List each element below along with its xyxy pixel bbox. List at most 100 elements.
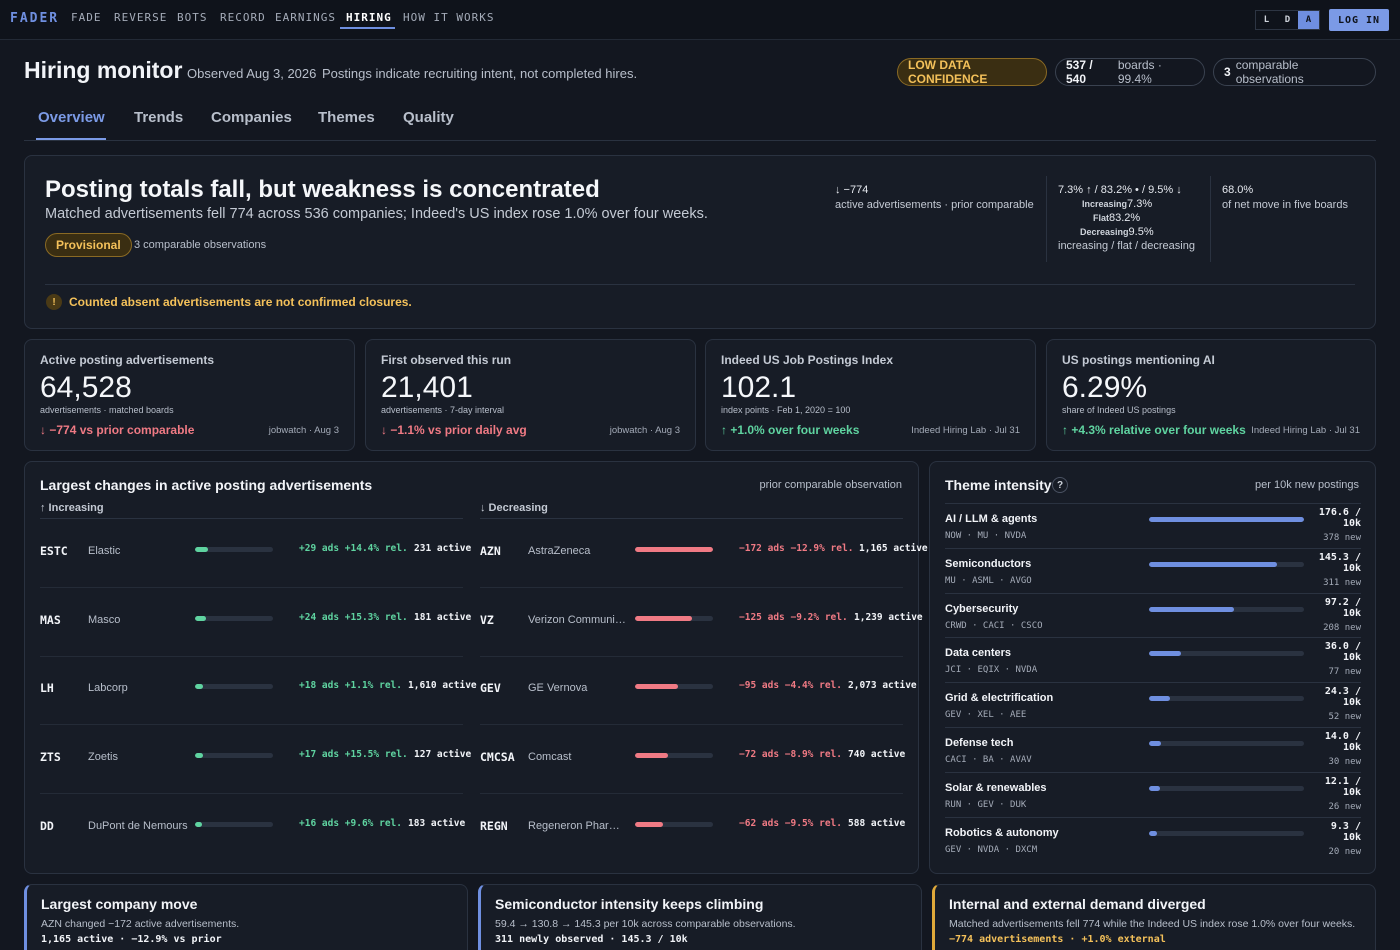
active-count: 1,165 active — [859, 543, 928, 554]
divider — [40, 518, 463, 519]
nav-item-record[interactable]: RECORD — [220, 11, 266, 24]
theme-name: Cybersecurity — [945, 602, 1019, 615]
nav-active-indicator — [340, 27, 395, 29]
theme-intensity-value: 145.3 / 10k — [1318, 551, 1361, 574]
change-delta: +16 ads +9.6% rel. — [299, 818, 402, 829]
increasing-row[interactable]: ZTS Zoetis +17 ads +15.5% rel. 127 active — [40, 725, 471, 795]
boards-label: boards · 99.4% — [1117, 58, 1162, 86]
tab-quality[interactable]: Quality — [403, 109, 454, 126]
decreasing-row[interactable]: VZ Verizon Communications −125 ads −9.2% r… — [480, 588, 923, 657]
theme-new-count: 26 new — [1328, 801, 1361, 812]
theme-name: Defense tech — [945, 737, 1014, 749]
changes-title: Largest changes in active posting advert… — [40, 477, 373, 493]
nav-item-fade[interactable]: FADE — [71, 11, 102, 24]
insight-card-semiconductor[interactable]: Semiconductor intensity keeps climbing 5… — [478, 884, 922, 950]
theme-name: Semiconductors — [945, 557, 1032, 570]
theme-new-count: 20 new — [1328, 846, 1361, 857]
change-bar-track — [635, 547, 713, 552]
observations-badge: 3 comparable observations — [1213, 58, 1376, 86]
increasing-row[interactable]: ESTC Elastic +29 ads +14.4% rel. 231 active — [40, 519, 471, 588]
metric-source: Indeed Hiring Lab · Jul 31 — [911, 425, 1020, 436]
insight-card-demand-divergence[interactable]: Internal and external demand diverged Ma… — [932, 884, 1376, 950]
nav-item-bots[interactable]: BOTS — [177, 11, 208, 24]
direction-split-stat: 7.3% ↑ / 83.2% • / 9.5% ↓ Increasing7.3%… — [1058, 183, 1195, 253]
login-button[interactable]: LOG IN — [1329, 9, 1389, 31]
insight-footer: 311 newly observed · 145.3 / 10k — [495, 934, 688, 945]
brand-logo[interactable]: FADER — [10, 11, 60, 26]
ads-change: −172 ads — [739, 543, 785, 554]
theme-tickers: NOW · MU · NVDA — [945, 531, 1027, 541]
theme-row[interactable]: AI / LLM & agents NOW · MU · NVDA 176.6 / … — [945, 503, 1361, 548]
theme-row[interactable]: Robotics & autonomy GEV · NVDA · DXCM 9.3 … — [945, 816, 1361, 862]
change-delta: +17 ads +15.5% rel. — [299, 749, 408, 760]
theme-tickers: MU · ASML · AVGO — [945, 575, 1032, 586]
theme-row[interactable]: Grid & electrification GEV · XEL · AEE 24.… — [945, 682, 1361, 727]
nav-item-earnings[interactable]: EARNINGS — [275, 11, 336, 24]
theme-intensity-value: 14.0 / 10k — [1324, 731, 1361, 753]
change-delta: −125 ads −9.2% rel. — [739, 612, 848, 623]
insight-title: Internal and external demand diverged — [949, 896, 1206, 912]
theme-row[interactable]: Cybersecurity CRWD · CACI · CSCO 97.2 / 10… — [945, 592, 1361, 638]
metric-source: jobwatch · Aug 3 — [268, 425, 339, 436]
concentration-value: 68.0% — [1222, 184, 1254, 196]
change-bar — [195, 615, 206, 621]
increasing-row[interactable]: LH Labcorp +18 ads +1.1% rel. 1,610 active — [40, 656, 477, 726]
decreasing-row[interactable]: GEV GE Vernova −95 ads −4.4% rel. 2,073 act… — [480, 656, 917, 726]
confidence-badge: LOW DATA CONFIDENCE — [897, 58, 1047, 86]
relative-change: −4.4% rel. — [784, 680, 842, 692]
ticker: MAS — [40, 612, 61, 627]
theme-dark-button[interactable]: D — [1284, 15, 1291, 25]
theme-row[interactable]: Solar & renewables RUN · GEV · DUK 12.1 / … — [945, 771, 1361, 817]
theme-auto-button[interactable]: A — [1298, 11, 1319, 29]
metric-label: First observed this run — [381, 353, 512, 367]
active-count: 1,239 active — [854, 611, 923, 623]
nav-item-reverse[interactable]: REVERSE — [114, 11, 168, 24]
decreasing-row[interactable]: AZN AstraZeneca −172 ads −12.9% rel. 1,165 … — [480, 519, 928, 588]
change-bar — [635, 684, 679, 690]
tab-trends[interactable]: Trends — [134, 109, 184, 126]
change-bar-track — [635, 684, 713, 690]
tab-overview[interactable]: Overview — [38, 109, 105, 126]
theme-bar-track — [1149, 561, 1304, 567]
theme-bar — [1149, 785, 1160, 791]
insight-body: AZN changed −172 active advertisements. — [41, 918, 240, 930]
summary-observations: 3 comparable observations — [134, 239, 267, 251]
change-delta: +24 ads +15.3% rel. — [299, 612, 408, 623]
flat-share: Flat83.2% — [1093, 212, 1141, 224]
nav-item-hiring[interactable]: HIRING — [346, 11, 392, 24]
theme-bar — [1149, 741, 1162, 746]
summary-card: Posting totals fall, but weakness is con… — [24, 155, 1376, 329]
theme-light-button[interactable]: L — [1263, 15, 1270, 25]
theme-tickers: GEV · XEL · AEE — [945, 710, 1027, 721]
theme-row[interactable]: Data centers JCI · EQIX · NVDA 36.0 / 10k 7… — [945, 637, 1361, 682]
theme-toggle: L D A — [1255, 10, 1320, 30]
ads-change: +17 ads — [299, 749, 340, 761]
themes-title: Theme intensity — [945, 477, 1052, 493]
active-count: 183 active — [408, 817, 466, 829]
increasing-share: Increasing7.3% — [1082, 198, 1153, 210]
insight-title: Largest company move — [41, 896, 198, 912]
summary-title: Posting totals fall, but weakness is con… — [45, 176, 600, 203]
metric-unit: index points · Feb 1, 2020 = 100 — [721, 405, 851, 415]
increasing-row[interactable]: MAS Masco +24 ads +15.3% rel. 181 active — [40, 588, 471, 657]
theme-row[interactable]: Semiconductors MU · ASML · AVGO 145.3 / 10… — [945, 547, 1361, 593]
metric-source: Indeed Hiring Lab · Jul 31 — [1251, 425, 1360, 436]
tab-themes[interactable]: Themes — [318, 109, 375, 126]
theme-row[interactable]: Defense tech CACI · BA · AVAV 14.0 / 10k 30… — [945, 727, 1361, 772]
changes-note: prior comparable observation — [759, 479, 902, 491]
active-count: 740 active — [848, 749, 906, 761]
help-icon[interactable]: ? — [1052, 477, 1068, 493]
insight-card-company-move[interactable]: Largest company move AZN changed −172 ac… — [24, 884, 468, 950]
observations-count: 3 — [1224, 65, 1231, 79]
tab-companies[interactable]: Companies — [211, 109, 292, 126]
active-count: 1,610 active — [408, 680, 477, 692]
decreasing-row[interactable]: REGN Regeneron Pharmaceuticals −62 ads −9.… — [480, 794, 905, 863]
ticker: GEV — [480, 681, 501, 696]
change-delta: −72 ads −8.9% rel. — [739, 749, 842, 760]
decreasing-row[interactable]: CMCSA Comcast −72 ads −8.9% rel. 740 active — [480, 725, 906, 795]
change-bar-track — [195, 615, 273, 621]
change-bar-track — [195, 821, 273, 827]
nav-item-how-it-works[interactable]: HOW IT WORKS — [403, 11, 495, 24]
increasing-row[interactable]: DD DuPont de Nemours +16 ads +9.6% rel. 183… — [40, 794, 466, 863]
theme-new-count: 77 new — [1328, 667, 1361, 678]
